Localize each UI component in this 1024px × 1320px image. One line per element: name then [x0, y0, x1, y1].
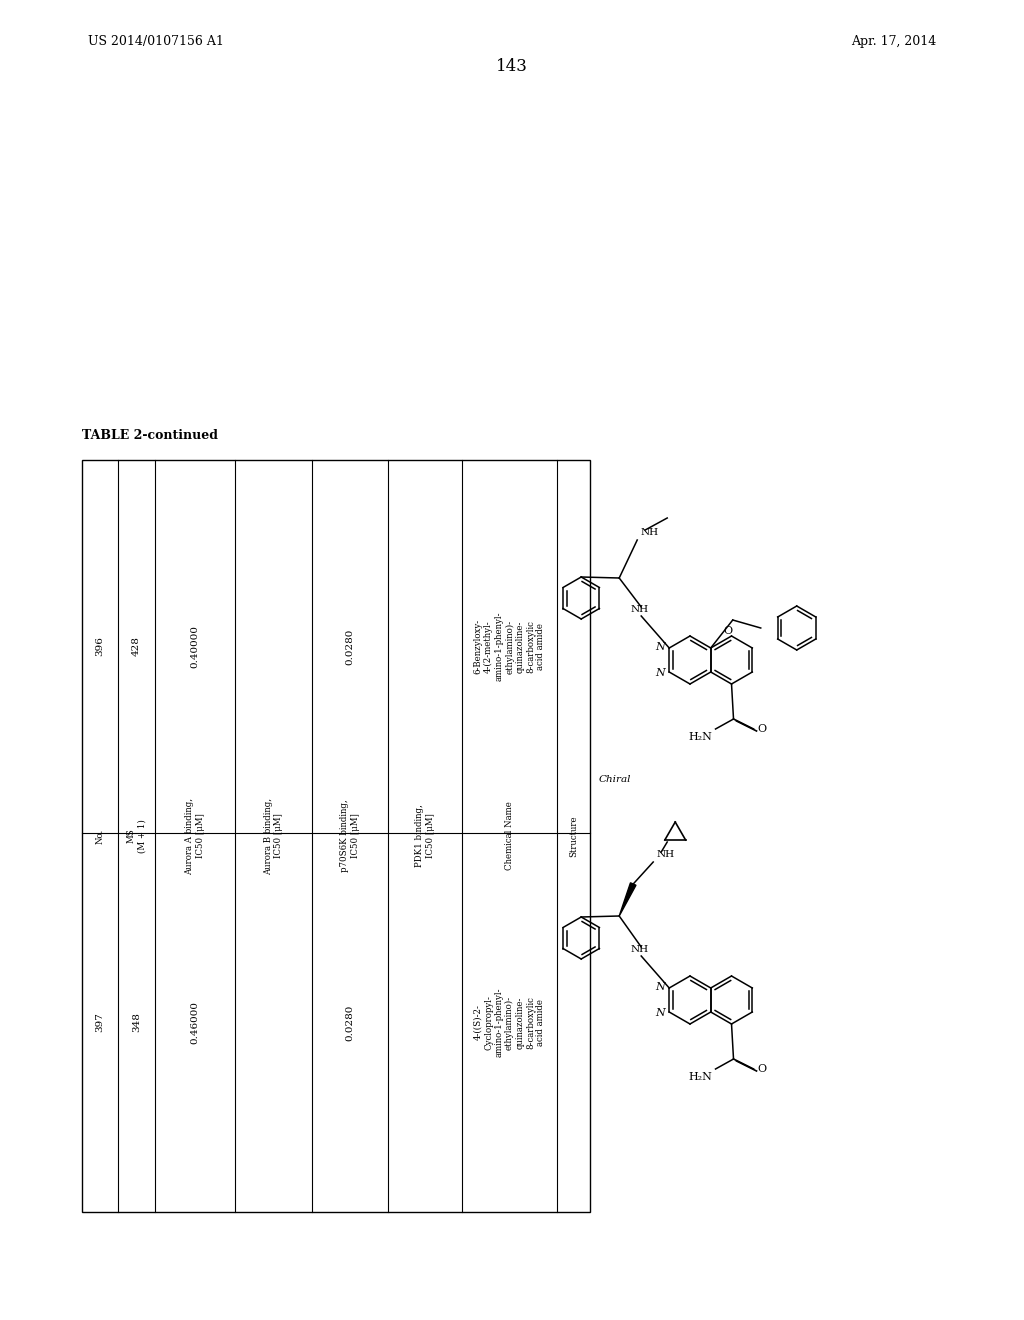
- Text: NH: NH: [630, 605, 648, 614]
- Text: No.: No.: [95, 829, 104, 843]
- Text: H₂N: H₂N: [689, 1072, 713, 1082]
- Text: 4-((S)-2-
Cyclopropyl-
amino-1-phenyl-
ethylamino)-
quinazoline-
8-carboxylic
ac: 4-((S)-2- Cyclopropyl- amino-1-phenyl- e…: [474, 987, 545, 1057]
- Text: 397: 397: [95, 1012, 104, 1032]
- Polygon shape: [620, 883, 636, 916]
- Bar: [82, 459, 590, 1212]
- Text: 348: 348: [132, 1012, 141, 1032]
- Text: 0.40000: 0.40000: [190, 624, 200, 668]
- Text: 396: 396: [95, 636, 104, 656]
- Text: Aurora B binding,
IC50 [μM]: Aurora B binding, IC50 [μM]: [264, 797, 284, 875]
- Text: O: O: [758, 723, 767, 734]
- Text: O: O: [724, 626, 733, 636]
- Text: 143: 143: [496, 58, 528, 75]
- Text: p70S6K binding,
IC50 [μM]: p70S6K binding, IC50 [μM]: [340, 800, 359, 873]
- Text: NH: NH: [630, 945, 648, 954]
- Text: 6-Benzyloxy-
4-(2-methyl-
amino-1-phenyl-
ethylamino)-
quinazoline-
8-carboxylic: 6-Benzyloxy- 4-(2-methyl- amino-1-phenyl…: [474, 611, 546, 681]
- Text: MS
(M + 1): MS (M + 1): [127, 820, 146, 853]
- Text: N: N: [655, 642, 665, 652]
- Text: Chiral: Chiral: [599, 775, 632, 784]
- Text: O: O: [758, 1064, 767, 1074]
- Text: 0.0280: 0.0280: [345, 628, 354, 665]
- Text: N: N: [655, 982, 665, 991]
- Text: H₂N: H₂N: [689, 733, 713, 742]
- Text: N: N: [655, 668, 665, 678]
- Text: 0.46000: 0.46000: [190, 1001, 200, 1044]
- Text: Aurora A binding,
IC50 [μM]: Aurora A binding, IC50 [μM]: [185, 797, 205, 875]
- Text: Apr. 17, 2014: Apr. 17, 2014: [851, 36, 936, 48]
- Text: NH: NH: [656, 850, 675, 859]
- Text: TABLE 2-continued: TABLE 2-continued: [82, 429, 218, 442]
- Text: 0.0280: 0.0280: [345, 1005, 354, 1040]
- Text: PDK1 binding,
IC50 [μM]: PDK1 binding, IC50 [μM]: [416, 805, 435, 867]
- Text: US 2014/0107156 A1: US 2014/0107156 A1: [88, 36, 224, 48]
- Text: Structure: Structure: [569, 816, 578, 857]
- Text: NH: NH: [640, 528, 658, 537]
- Text: N: N: [655, 1008, 665, 1019]
- Text: Chemical Name: Chemical Name: [505, 801, 514, 870]
- Text: 428: 428: [132, 636, 141, 656]
